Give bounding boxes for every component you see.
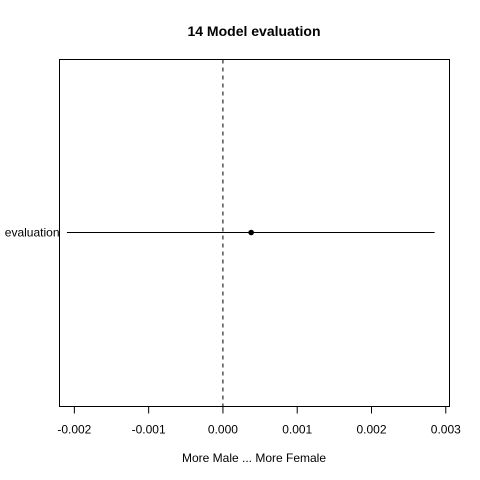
x-tick-label: 0.003 bbox=[431, 423, 461, 437]
x-tick-label: 0.000 bbox=[208, 423, 238, 437]
x-tick-label: -0.001 bbox=[132, 423, 166, 437]
chart-marks bbox=[66, 229, 435, 236]
x-axis-label: More Male ... More Female bbox=[182, 451, 326, 465]
x-tick-label: 0.002 bbox=[356, 423, 386, 437]
x-tick-label: -0.002 bbox=[57, 423, 91, 437]
x-tick-label: 0.001 bbox=[282, 423, 312, 437]
chart-title: 14 Model evaluation bbox=[187, 23, 320, 39]
category-label: evaluation bbox=[5, 226, 60, 240]
x-axis: -0.002 -0.001 0.000 0.001 0.002 0.003 bbox=[57, 406, 461, 437]
estimate-point bbox=[248, 229, 254, 236]
category-labels: evaluation bbox=[5, 226, 60, 240]
